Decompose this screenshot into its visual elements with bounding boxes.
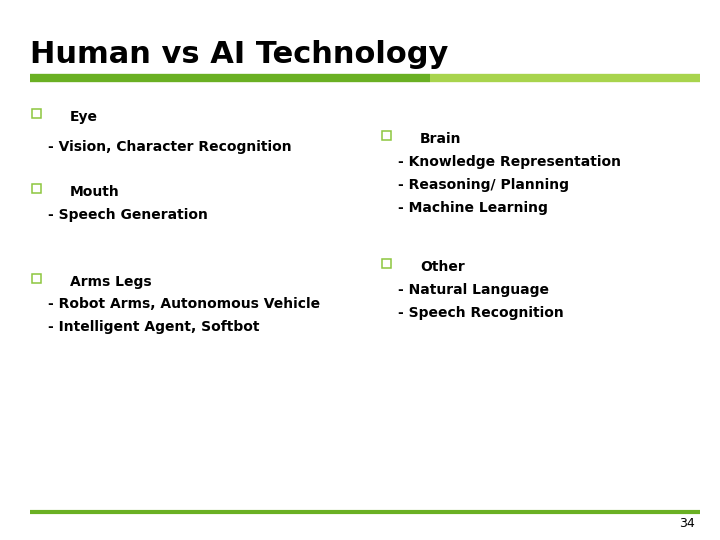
Bar bbox=[32, 184, 41, 193]
Text: 34: 34 bbox=[679, 517, 695, 530]
Bar bbox=[32, 274, 41, 283]
Text: - Knowledge Representation: - Knowledge Representation bbox=[398, 155, 621, 169]
Text: - Speech Recognition: - Speech Recognition bbox=[398, 306, 564, 320]
Text: Eye: Eye bbox=[70, 110, 98, 124]
Text: Human vs AI Technology: Human vs AI Technology bbox=[30, 40, 449, 69]
Text: - Speech Generation: - Speech Generation bbox=[48, 208, 208, 222]
Text: Mouth: Mouth bbox=[70, 185, 120, 199]
Text: Arms Legs: Arms Legs bbox=[70, 275, 152, 289]
Text: - Intelligent Agent, Softbot: - Intelligent Agent, Softbot bbox=[48, 320, 259, 334]
Text: - Natural Language: - Natural Language bbox=[398, 283, 549, 297]
Text: Brain: Brain bbox=[420, 132, 462, 146]
Text: - Machine Learning: - Machine Learning bbox=[398, 201, 548, 215]
Bar bbox=[382, 259, 391, 268]
Text: Other: Other bbox=[420, 260, 464, 274]
Text: - Reasoning/ Planning: - Reasoning/ Planning bbox=[398, 178, 569, 192]
Bar bbox=[382, 131, 391, 140]
Bar bbox=[32, 109, 41, 118]
Text: - Robot Arms, Autonomous Vehicle: - Robot Arms, Autonomous Vehicle bbox=[48, 297, 320, 311]
Text: - Vision, Character Recognition: - Vision, Character Recognition bbox=[48, 140, 292, 154]
